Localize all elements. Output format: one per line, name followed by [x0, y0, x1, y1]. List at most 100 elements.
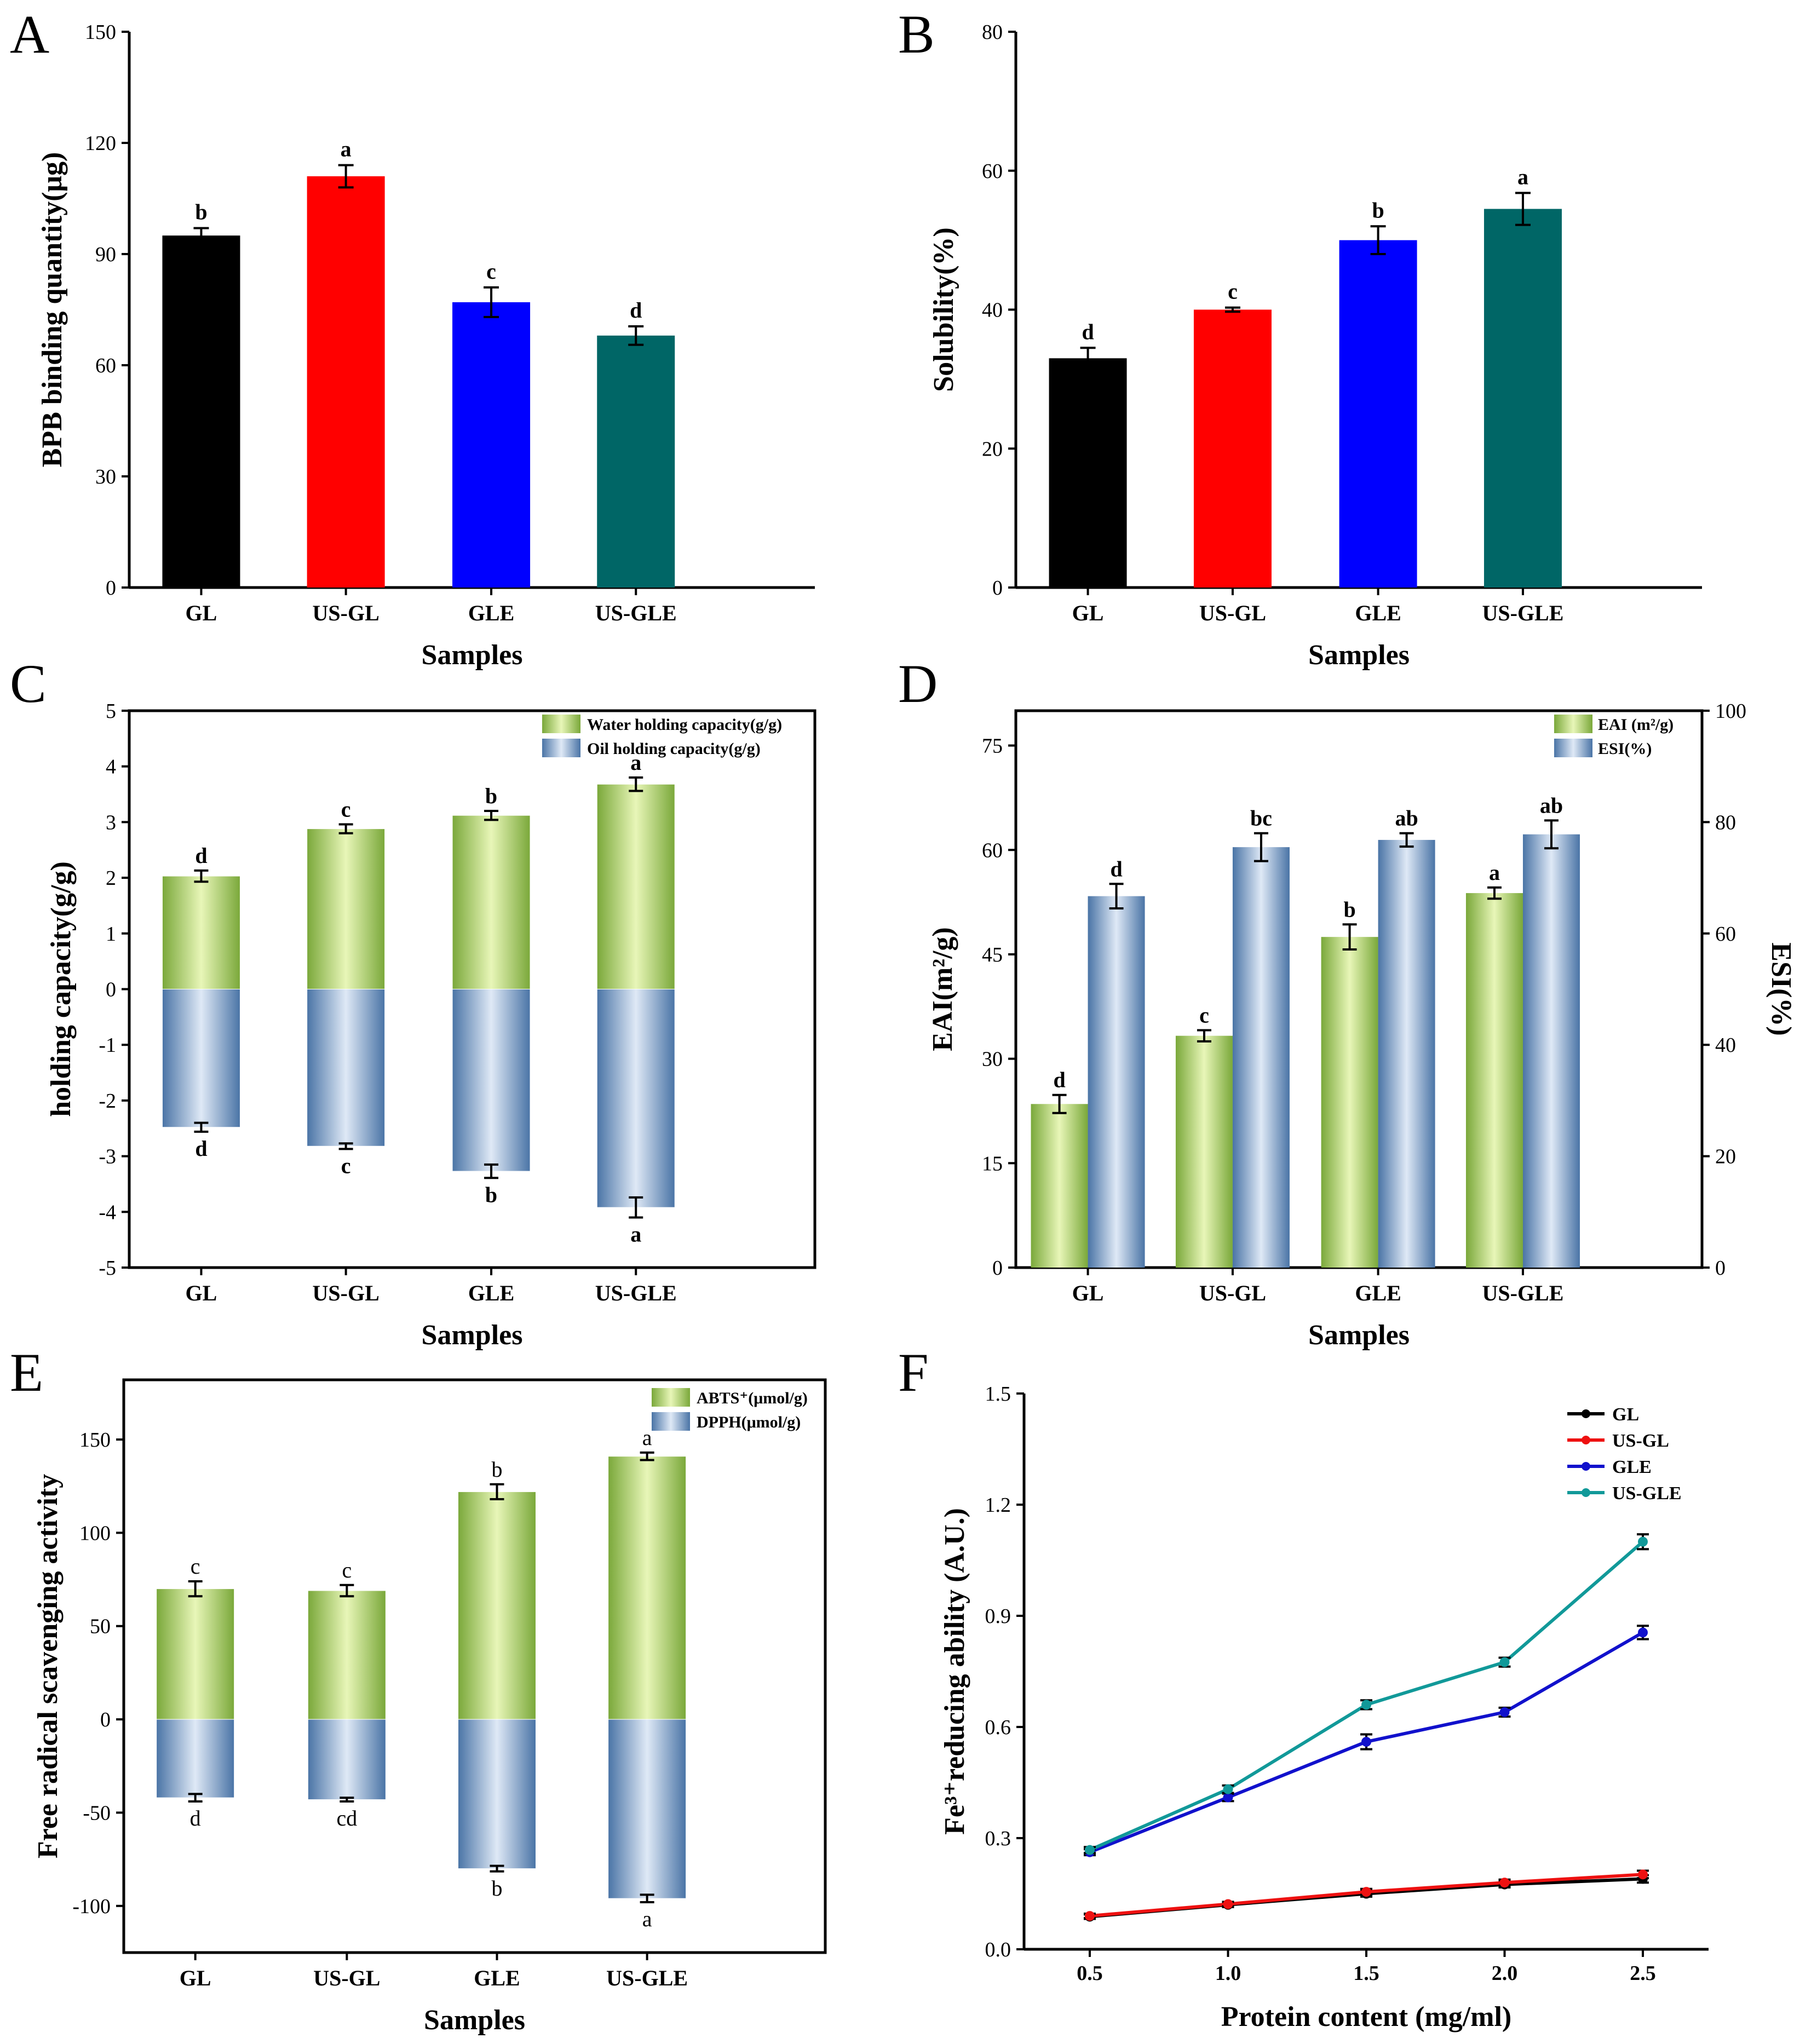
chart-d-sig-letter: ab: [1395, 806, 1418, 831]
chart-f-xtick-label: 0.5: [1077, 1962, 1103, 1985]
chart-f-panel-label: F: [898, 1342, 929, 1403]
chart-c-bar-pos-us-gl: [307, 828, 386, 989]
chart-e-ytick-label: 50: [90, 1615, 111, 1638]
chart-f-point-us-gle: [1361, 1700, 1371, 1710]
chart-a-ytick-label: 60: [95, 354, 116, 377]
chart-f-point-gle: [1638, 1627, 1648, 1638]
chart-c-bar-neg-gle: [452, 989, 531, 1172]
chart-d: D 0 15 30 45 60 75 0 20 40 60 80 100 GL US-GL GLE US-GLE…: [898, 653, 1794, 1351]
chart-b-ylabel: Solubility(%): [928, 227, 959, 392]
chart-f-point-us-gl: [1499, 1878, 1510, 1888]
chart-d-ytick-label: 60: [982, 839, 1003, 862]
chart-c-sig-letter: b: [485, 784, 497, 808]
chart-c-ytick-label: 0: [106, 978, 116, 1001]
chart-d-ytick-label: 40: [1715, 1034, 1736, 1057]
chart-c-ytick-label: -4: [99, 1201, 116, 1224]
chart-b-xtick-label: US-GLE: [1482, 601, 1563, 625]
chart-d-ytick-label: 75: [982, 735, 1003, 758]
chart-f-point-us-gl: [1223, 1899, 1233, 1909]
chart-d-legend-swatch: [1554, 715, 1592, 733]
chart-d-ytick-label: 100: [1715, 700, 1746, 723]
chart-e-ylabel: Free radical scavenging activity: [32, 1474, 64, 1858]
chart-e-ytick-label: -100: [72, 1895, 111, 1918]
chart-e-xtick-label: GL: [180, 1966, 211, 1990]
chart-e-legend-swatch: [652, 1412, 690, 1431]
chart-c-xtick-label: GL: [186, 1281, 217, 1305]
chart-f-legend-label: GLE: [1612, 1457, 1652, 1477]
chart-c-legend-swatch: [542, 739, 580, 757]
chart-f-ytick-label: 0.9: [985, 1605, 1011, 1628]
chart-e-ytick-label: -50: [83, 1801, 111, 1824]
chart-c-bar-pos-gl: [162, 876, 240, 989]
chart-a-xtick-label: US-GL: [313, 601, 380, 625]
chart-a-panel-label: A: [10, 4, 49, 65]
chart-f-legend-label: US-GL: [1612, 1431, 1669, 1451]
chart-e-ytick-label: 150: [79, 1429, 111, 1452]
chart-e-xtick-label: US-GL: [313, 1966, 380, 1990]
chart-d-legend-label: EAI (m²/g): [1598, 716, 1674, 734]
chart-c-sig-letter: b: [485, 1182, 497, 1207]
chart-f-ylabel: Fe³⁺reducing ability (A.U.): [939, 1508, 970, 1835]
chart-c-ytick-label: -2: [99, 1090, 116, 1113]
chart-d-legend-label: ESI(%): [1598, 740, 1652, 758]
chart-d-xlabel: Samples: [1308, 1320, 1410, 1351]
chart-e-sig-letter: a: [642, 1907, 652, 1931]
chart-d-bar-esi-us-gle: [1522, 834, 1580, 1268]
chart-f-legend-label: US-GLE: [1612, 1483, 1682, 1504]
chart-e-panel-label: E: [10, 1342, 43, 1403]
chart-b-sig-letter: d: [1082, 319, 1094, 344]
chart-d-bar-esi-gle: [1378, 839, 1435, 1268]
chart-e-sig-letter: cd: [336, 1806, 357, 1830]
chart-d-xtick-label: GL: [1072, 1281, 1104, 1305]
chart-d-ytick-label: 0: [1715, 1257, 1726, 1280]
chart-f-point-us-gl: [1638, 1869, 1648, 1880]
chart-b-bar-us-gl: [1193, 309, 1272, 588]
chart-d-sig-letter: c: [1199, 1003, 1209, 1028]
chart-a-bar-us-gle: [597, 335, 675, 588]
chart-f-ytick-label: 0.3: [985, 1827, 1011, 1850]
chart-d-sig-letter: d: [1053, 1068, 1065, 1092]
chart-e-sig-letter: b: [491, 1876, 502, 1901]
chart-e-bar-neg-us-gl: [307, 1719, 386, 1800]
chart-a-ytick-label: 30: [95, 465, 116, 488]
chart-f-legend-label: GL: [1612, 1404, 1639, 1425]
chart-f-point-us-gl: [1361, 1887, 1371, 1897]
chart-b-ytick-label: 80: [982, 21, 1003, 44]
chart-d-legend-swatch: [1554, 739, 1592, 757]
chart-c-xtick-label: US-GL: [313, 1281, 380, 1305]
chart-c-ytick-label: 3: [106, 811, 116, 834]
chart-c-bar-neg-gl: [162, 989, 240, 1128]
chart-b-bar-gle: [1339, 240, 1417, 588]
chart-b-xlabel: Samples: [1308, 640, 1410, 671]
chart-d-panel-label: D: [898, 653, 938, 714]
chart-a-xtick-label: US-GLE: [595, 601, 677, 625]
chart-c-sig-letter: d: [195, 1136, 207, 1161]
chart-f-xtick-label: 1.5: [1353, 1962, 1379, 1985]
chart-e-sig-letter: a: [642, 1425, 652, 1450]
chart-f-ytick-label: 0.0: [985, 1938, 1011, 1961]
chart-b-ytick-label: 0: [992, 577, 1003, 600]
chart-d-ytick-label: 15: [982, 1152, 1003, 1175]
chart-c-ytick-label: -3: [99, 1145, 116, 1168]
chart-e-legend-label: ABTS⁺(μmol/g): [697, 1389, 808, 1407]
chart-a-ytick-label: 0: [106, 577, 116, 600]
chart-d-bar-eai-us-gl: [1175, 1035, 1233, 1268]
chart-f-point-us-gle: [1638, 1536, 1648, 1547]
chart-f-point-us-gle: [1223, 1784, 1233, 1794]
chart-c: C -5 -4 -3 -2 -1 0 1 2 3 4 5 GL US-GL GLE US-GLE d c b a d c b…: [10, 653, 817, 1351]
chart-f-xtick-label: 1.0: [1215, 1962, 1241, 1985]
chart-f-series-line-us-gle: [1089, 1540, 1644, 1852]
chart-f-point-gle: [1361, 1737, 1371, 1747]
chart-e-xtick-label: GLE: [474, 1966, 520, 1990]
chart-d-sig-letter: ab: [1540, 793, 1563, 817]
chart-c-legend-label: Oil holding capacity(g/g): [587, 740, 761, 758]
chart-b-panel-label: B: [898, 4, 935, 65]
chart-e-xtick-label: US-GLE: [606, 1966, 688, 1990]
chart-e-ytick-label: 0: [100, 1708, 111, 1731]
chart-a: A 0 30 60 90 120 150 GL US-GL GLE US-GLE b a c d Sample…: [10, 4, 815, 671]
chart-f-xlabel: Protein content (mg/ml): [1221, 2001, 1511, 2033]
chart-e-bar-pos-us-gl: [307, 1590, 386, 1720]
chart-d-ytick-label: 0: [992, 1257, 1003, 1280]
chart-d-xtick-label: US-GLE: [1482, 1281, 1563, 1305]
chart-f-point-gle: [1499, 1707, 1510, 1717]
